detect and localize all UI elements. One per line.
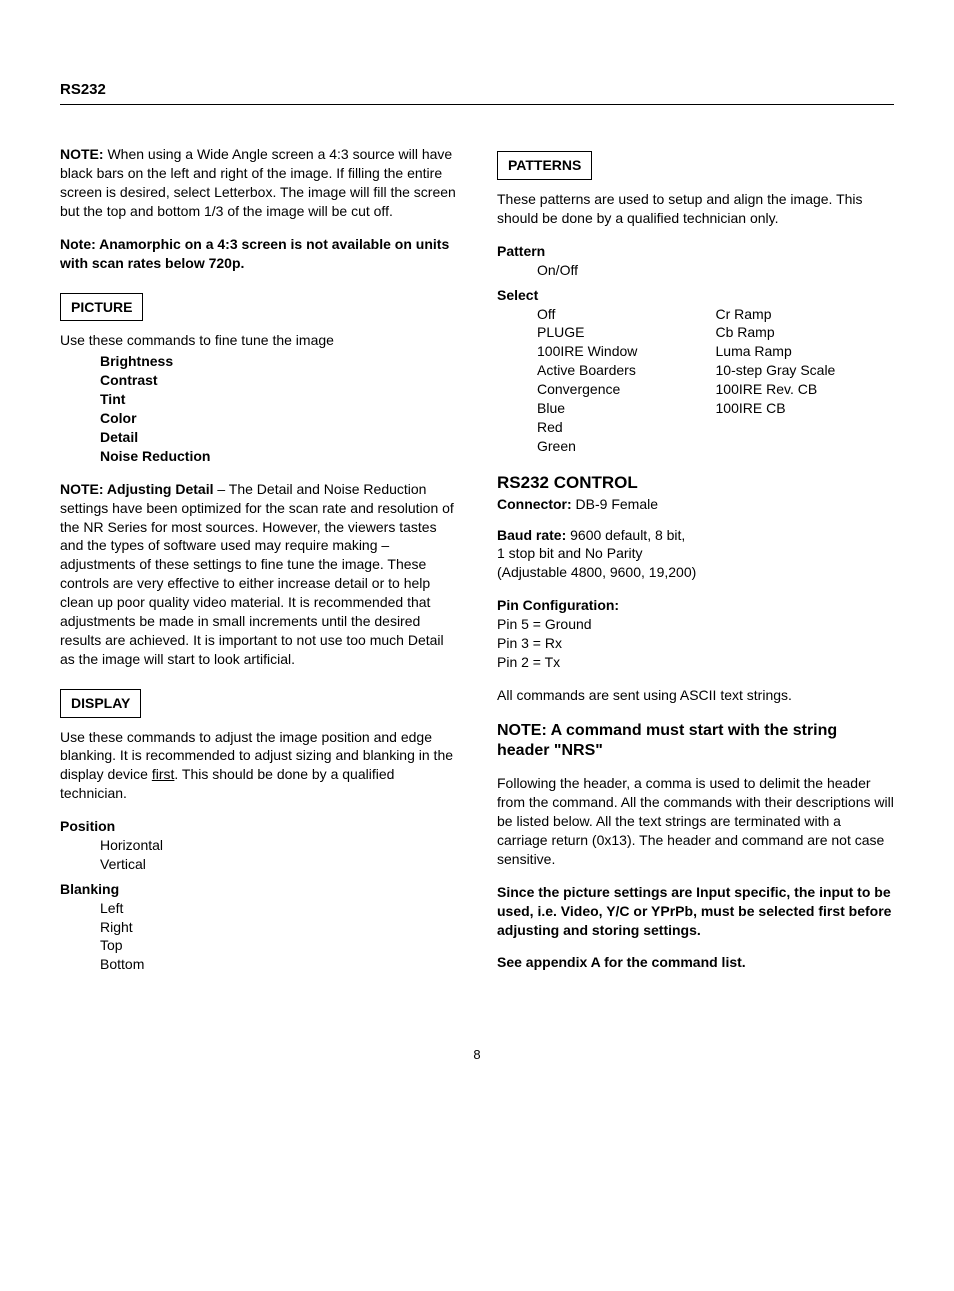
- detail-note-text: – The Detail and Noise Reduction setting…: [60, 481, 454, 667]
- select-active-boarders: Active Boarders: [537, 361, 716, 380]
- pattern-label: Pattern: [497, 242, 894, 261]
- picture-heading-box: PICTURE: [60, 293, 143, 322]
- baud-line1: Baud rate: 9600 default, 8 bit,: [497, 526, 894, 545]
- select-100ire-cb: 100IRE CB: [716, 399, 895, 418]
- detail-note-label: NOTE: Adjusting Detail: [60, 481, 213, 497]
- item-detail: Detail: [100, 428, 457, 447]
- select-red: Red: [537, 418, 716, 437]
- position-horizontal: Horizontal: [100, 836, 457, 855]
- select-blue: Blue: [537, 399, 716, 418]
- blanking-top: Top: [100, 936, 457, 955]
- connector-value: DB-9 Female: [572, 496, 658, 512]
- note-label: NOTE:: [60, 146, 104, 162]
- select-col-right: Cr Ramp Cb Ramp Luma Ramp 10-step Gray S…: [716, 305, 895, 456]
- blanking-items: Left Right Top Bottom: [60, 899, 457, 975]
- since-picture-settings: Since the picture settings are Input spe…: [497, 883, 894, 940]
- baud-value: 9600 default, 8 bit,: [566, 527, 685, 543]
- see-appendix: See appendix A for the command list.: [497, 953, 894, 972]
- patterns-heading-box: PATTERNS: [497, 151, 592, 180]
- select-off: Off: [537, 305, 716, 324]
- left-column: NOTE: When using a Wide Angle screen a 4…: [60, 145, 457, 986]
- position-items: Horizontal Vertical: [60, 836, 457, 874]
- connector-label: Connector:: [497, 496, 572, 512]
- position-label: Position: [60, 817, 457, 836]
- baud-label: Baud rate:: [497, 527, 566, 543]
- display-intro-first: first: [152, 766, 175, 782]
- select-100ire-rev-cb: 100IRE Rev. CB: [716, 380, 895, 399]
- baud-line3: (Adjustable 4800, 9600, 19,200): [497, 563, 894, 582]
- pin2: Pin 2 = Tx: [497, 653, 894, 672]
- right-column: PATTERNS These patterns are used to setu…: [497, 145, 894, 986]
- item-brightness: Brightness: [100, 352, 457, 371]
- select-10step: 10-step Gray Scale: [716, 361, 895, 380]
- pin3: Pin 3 = Rx: [497, 634, 894, 653]
- note-anamorphic: Note: Anamorphic on a 4:3 screen is not …: [60, 235, 457, 273]
- select-convergence: Convergence: [537, 380, 716, 399]
- note-nrs-header: NOTE: A command must start with the stri…: [497, 721, 894, 763]
- select-columns: Off PLUGE 100IRE Window Active Boarders …: [497, 305, 894, 456]
- pin-config-label: Pin Configuration:: [497, 596, 894, 615]
- note-text: When using a Wide Angle screen a 4:3 sou…: [60, 146, 456, 219]
- item-color: Color: [100, 409, 457, 428]
- select-cb-ramp: Cb Ramp: [716, 323, 895, 342]
- connector-line: Connector: DB-9 Female: [497, 495, 894, 514]
- select-green: Green: [537, 437, 716, 456]
- picture-items: Brightness Contrast Tint Color Detail No…: [60, 352, 457, 465]
- page-number: 8: [60, 1046, 894, 1064]
- pin5: Pin 5 = Ground: [497, 615, 894, 634]
- ascii-note: All commands are sent using ASCII text s…: [497, 686, 894, 705]
- patterns-intro: These patterns are used to setup and ali…: [497, 190, 894, 228]
- position-vertical: Vertical: [100, 855, 457, 874]
- select-100ire-window: 100IRE Window: [537, 342, 716, 361]
- blanking-bottom: Bottom: [100, 955, 457, 974]
- select-cr-ramp: Cr Ramp: [716, 305, 895, 324]
- blanking-label: Blanking: [60, 880, 457, 899]
- item-tint: Tint: [100, 390, 457, 409]
- pattern-value: On/Off: [497, 261, 894, 280]
- select-label: Select: [497, 286, 894, 305]
- display-intro: Use these commands to adjust the image p…: [60, 728, 457, 804]
- select-pluge: PLUGE: [537, 323, 716, 342]
- content-columns: NOTE: When using a Wide Angle screen a 4…: [60, 145, 894, 986]
- display-heading-box: DISPLAY: [60, 689, 141, 718]
- blanking-right: Right: [100, 918, 457, 937]
- blanking-left: Left: [100, 899, 457, 918]
- item-contrast: Contrast: [100, 371, 457, 390]
- note-adjusting-detail: NOTE: Adjusting Detail – The Detail and …: [60, 480, 457, 669]
- item-noise-reduction: Noise Reduction: [100, 447, 457, 466]
- picture-intro: Use these commands to fine tune the imag…: [60, 331, 457, 350]
- rs232-control-title: RS232 CONTROL: [497, 472, 894, 495]
- baud-line2: 1 stop bit and No Parity: [497, 544, 894, 563]
- note-wide-angle: NOTE: When using a Wide Angle screen a 4…: [60, 145, 457, 221]
- select-luma-ramp: Luma Ramp: [716, 342, 895, 361]
- page-header: RS232: [60, 80, 894, 105]
- select-col-left: Off PLUGE 100IRE Window Active Boarders …: [537, 305, 716, 456]
- following-header-text: Following the header, a comma is used to…: [497, 774, 894, 868]
